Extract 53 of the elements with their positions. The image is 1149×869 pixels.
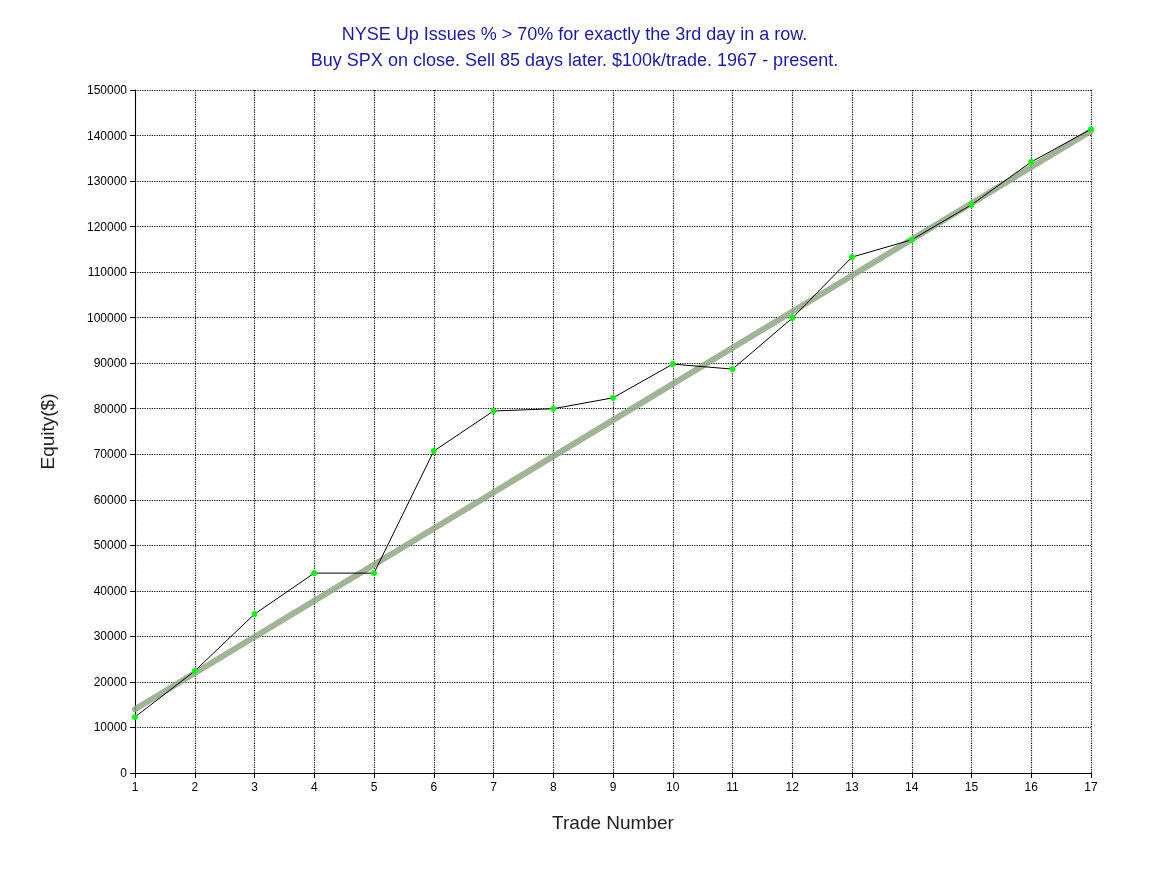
y-tick-label: 30000 [93,629,128,644]
x-tick-label: 9 [609,780,617,794]
chart-title: NYSE Up Issues % > 70% for exactly the 3rd day in a row. Buy SPX on close. Sell 85 days later. $100k/trade. 1967 - present. [310,24,839,70]
point [251,611,258,618]
x-tick-label: 12 [785,780,800,794]
point [849,254,855,261]
x-tick-label: 15 [964,780,979,794]
point [311,570,318,577]
point [490,408,497,415]
y-tick-label: 0 [120,766,128,780]
x-tick-label: 1 [131,780,139,794]
x-tick-label: 2 [191,780,199,794]
point [191,668,198,674]
x-tick-label: 13 [845,780,859,794]
y-tick-label: 110000 [87,265,128,280]
y-tick-label: 150000 [86,83,128,97]
point [669,361,676,368]
y-tick-label: 130000 [86,174,128,189]
x-tick-label: 10 [666,780,680,794]
x-tick-label: 11 [726,780,740,794]
x-tick-label: 16 [1024,780,1039,794]
x-axis-title: Trade Number [552,812,675,833]
y-tick-label: 80000 [93,401,128,416]
y-tick-label: 120000 [86,219,128,234]
x-tick-label: 3 [251,780,259,794]
y-tick-label: 10000 [93,720,128,735]
y-tick-label: 90000 [93,356,128,371]
y-tick-label: 40000 [93,583,128,598]
y-tick-label: 60000 [93,492,128,507]
x-tick-label: 8 [549,780,557,794]
point [729,366,736,373]
y-tick-label: 20000 [93,674,128,689]
x-tick-label: 4 [310,780,318,794]
x-tick-label: 7 [490,780,498,794]
y-tick-label: 70000 [93,447,128,462]
y-tick-label: 140000 [86,128,128,143]
point [789,315,796,322]
point [968,201,975,208]
point [908,236,915,243]
point [1088,126,1094,133]
point [132,714,138,720]
point [430,448,437,455]
point [1028,158,1035,165]
x-tick-label: 17 [1084,780,1098,794]
point [371,570,377,577]
point [550,405,557,412]
x-tick-label: 14 [905,780,919,794]
y-tick-label: 50000 [93,538,128,553]
y-axis-title: Equity($) [37,393,58,470]
y-tick-label: 100000 [86,310,128,325]
x-tick-label: 5 [370,780,378,794]
point [610,394,616,401]
x-tick-label: 6 [430,780,438,794]
